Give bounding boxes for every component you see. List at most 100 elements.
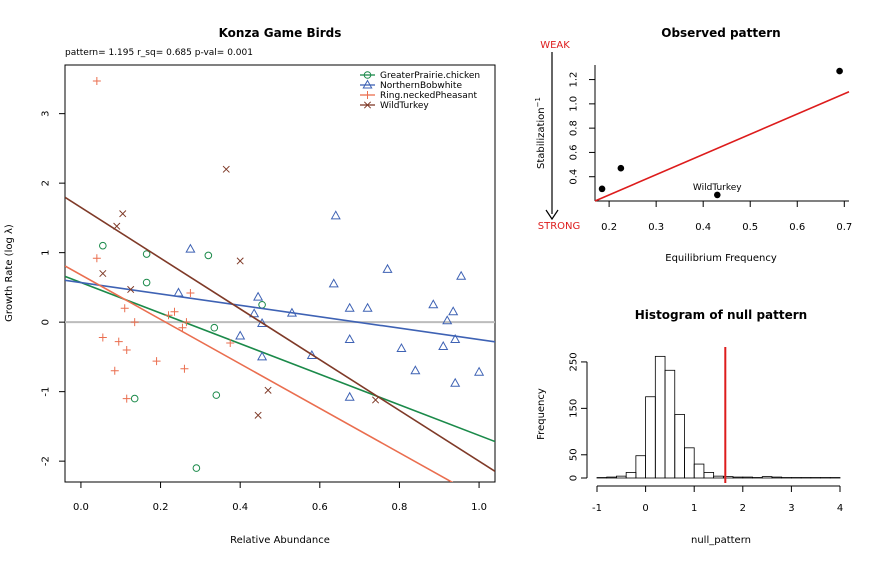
- histogram-bar: [665, 370, 675, 478]
- histogram-bar: [772, 477, 782, 478]
- x-marker: [372, 397, 378, 403]
- plus-marker: [364, 91, 372, 99]
- triangle-marker: [451, 379, 459, 387]
- circle-marker: [211, 324, 218, 331]
- x-tick-label: 0.4: [695, 222, 711, 233]
- circle-marker: [213, 392, 220, 399]
- x-marker: [265, 387, 271, 393]
- y-tick-label: -2: [41, 456, 52, 466]
- legend-label: WildTurkey: [380, 101, 429, 111]
- x-tick-label: 0.6: [312, 502, 328, 513]
- x-tick-label: 4: [837, 503, 843, 514]
- histogram-bar: [684, 448, 694, 478]
- observed-point: [836, 68, 843, 75]
- histogram-bar: [636, 456, 646, 478]
- triangle-marker: [363, 304, 371, 312]
- circle-marker: [131, 395, 138, 402]
- triangle-marker: [363, 81, 371, 89]
- chart-title: Histogram of null pattern: [635, 308, 807, 322]
- chart-title: Observed pattern: [661, 26, 780, 40]
- legend-label: NorthernBobwhite: [380, 81, 462, 91]
- plus-marker: [93, 77, 101, 85]
- y-tick-label: 250: [569, 352, 580, 371]
- histogram-bar: [733, 477, 743, 478]
- x-marker: [120, 211, 126, 217]
- y-axis-label: Stabilization−1: [534, 97, 547, 169]
- histogram-bar: [762, 477, 772, 478]
- y-tick-label: 3: [41, 110, 52, 116]
- circle-marker: [259, 301, 266, 308]
- fit-line-1: [65, 280, 495, 342]
- triangle-marker: [332, 211, 340, 219]
- y-tick-label: 0: [41, 319, 52, 325]
- x-axis-label: null_pattern: [691, 535, 751, 546]
- triangle-marker: [411, 366, 419, 374]
- y-axis-label-text: Stabilization: [536, 107, 547, 169]
- plus-marker: [186, 289, 194, 297]
- histogram-bar: [655, 356, 665, 478]
- y-tick-label: 0.4: [569, 169, 580, 185]
- x-axis-label: Relative Abundance: [230, 535, 330, 546]
- triangle-marker: [457, 272, 465, 280]
- plus-marker: [93, 254, 101, 262]
- circle-marker: [193, 465, 200, 472]
- x-tick-label: 2: [740, 503, 746, 514]
- triangle-marker: [345, 335, 353, 343]
- y-tick-label: 1: [41, 249, 52, 255]
- plus-marker: [180, 365, 188, 373]
- x-marker: [255, 412, 261, 418]
- x-tick-label: 0.0: [73, 502, 89, 513]
- plot-frame: [65, 65, 495, 482]
- y-tick-label: 1.2: [569, 72, 580, 88]
- triangle-marker: [429, 300, 437, 308]
- circle-marker: [100, 242, 107, 249]
- x-axis-label: Equilibrium Frequency: [665, 253, 777, 264]
- triangle-marker: [449, 307, 457, 315]
- x-tick-label: 1: [691, 503, 697, 514]
- triangle-marker: [174, 288, 182, 296]
- y-tick-label: 1.0: [569, 96, 580, 112]
- x-tick-label: 0.2: [601, 222, 617, 233]
- triangle-marker: [186, 245, 194, 253]
- histogram-bar: [616, 476, 626, 478]
- x-tick-label: 0.8: [391, 502, 407, 513]
- histogram-bar: [626, 472, 636, 478]
- plus-marker: [121, 304, 129, 312]
- fit-line-2: [65, 266, 495, 506]
- plus-marker: [111, 367, 119, 375]
- observed-point: [618, 165, 625, 172]
- triangle-marker: [236, 332, 244, 340]
- x-tick-label: 0.4: [232, 502, 248, 513]
- x-tick-label: 0.5: [742, 222, 758, 233]
- legend-label: GreaterPrairie.chicken: [380, 71, 480, 81]
- x-tick-label: 0: [642, 503, 648, 514]
- y-tick-label: 50: [569, 448, 580, 461]
- plus-marker: [131, 318, 139, 326]
- y-tick-label: 150: [569, 399, 580, 418]
- x-marker: [223, 166, 229, 172]
- plus-marker: [123, 346, 131, 354]
- y-axis-label-superscript: −1: [534, 97, 542, 107]
- plus-marker: [99, 333, 107, 341]
- y-tick-label: 0.8: [569, 120, 580, 136]
- point-label: WildTurkey: [693, 183, 742, 193]
- y-axis-label: Growth Rate (log λ): [4, 224, 15, 322]
- strong-label: STRONG: [538, 221, 581, 232]
- y-axis-label: Frequency: [536, 388, 547, 440]
- plus-marker: [153, 357, 161, 365]
- y-tick-label: 0.6: [569, 144, 580, 160]
- triangle-marker: [475, 368, 483, 376]
- legend-label: Ring.neckedPheasant: [380, 91, 477, 101]
- y-tick-label: 2: [41, 180, 52, 186]
- x-marker: [237, 258, 243, 264]
- triangle-marker: [439, 342, 447, 350]
- weak-label: WEAK: [540, 40, 570, 51]
- x-tick-label: 0.7: [836, 222, 852, 233]
- histogram-bar: [694, 464, 704, 478]
- histogram-bar: [704, 472, 714, 478]
- x-tick-label: 1.0: [471, 502, 487, 513]
- histogram-bar: [646, 397, 656, 478]
- y-tick-label: 0: [569, 475, 580, 481]
- histogram-bar: [675, 414, 685, 478]
